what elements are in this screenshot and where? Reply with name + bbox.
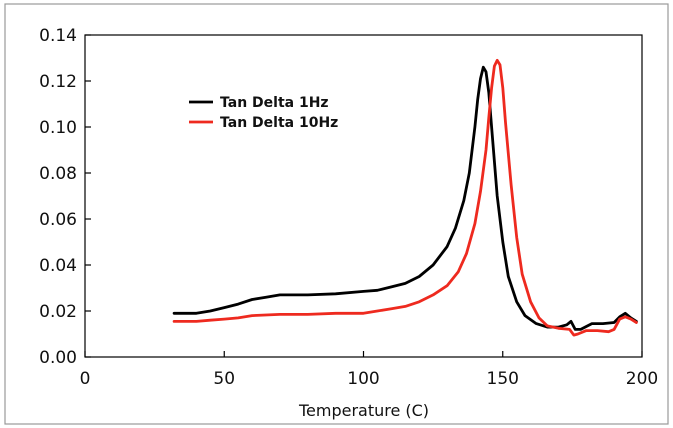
y-tick-label: 0.00 (39, 348, 77, 368)
legend-label-1hz: Tan Delta 1Hz (220, 95, 329, 111)
x-tick-label: 50 (213, 369, 235, 389)
legend-label-10hz: Tan Delta 10Hz (220, 115, 338, 131)
x-axis-title: Temperature (C) (298, 401, 429, 420)
series-line-1hz (172, 65, 638, 331)
x-axis: 0 50 100 150 200 (80, 351, 658, 389)
series-layer (172, 58, 638, 337)
y-tick-label: 0.12 (39, 72, 77, 92)
y-tick-label: 0.14 (39, 26, 77, 46)
y-tick-label: 0.02 (39, 302, 77, 322)
x-tick-label: 150 (487, 369, 519, 389)
x-tick-label: 0 (80, 369, 91, 389)
x-tick-label: 100 (347, 369, 379, 389)
y-tick-label: 0.06 (39, 210, 77, 230)
series-line-10hz (172, 58, 638, 337)
outer-frame (4, 3, 669, 425)
y-tick-label: 0.04 (39, 256, 77, 276)
legend: Tan Delta 1Hz Tan Delta 10Hz (189, 95, 338, 131)
y-tick-label: 0.08 (39, 164, 77, 184)
x-tick-label: 200 (626, 369, 658, 389)
y-tick-label: 0.10 (39, 118, 77, 138)
y-axis: 0.00 0.02 0.04 0.06 0.08 0.10 0.12 0.14 (39, 26, 91, 368)
